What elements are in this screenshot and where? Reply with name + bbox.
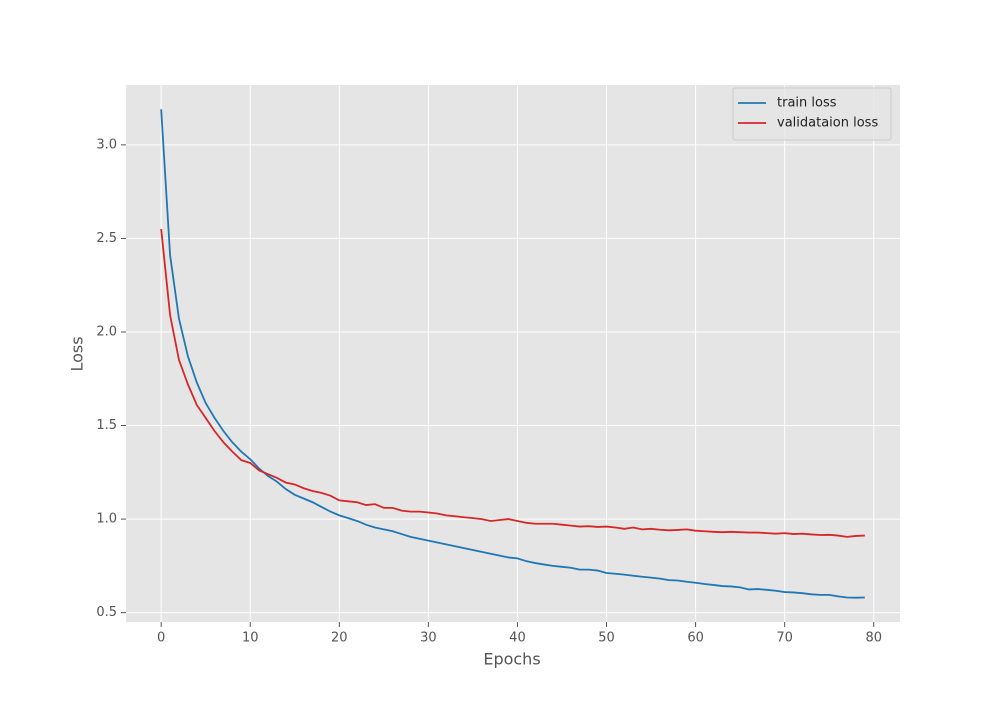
x-axis-label: Epochs [483,650,540,669]
x-tick-label: 60 [687,631,704,646]
y-tick-label: 1.5 [96,418,117,433]
y-axis-label: Loss [68,336,87,371]
x-tick-label: 30 [420,631,437,646]
x-tick-label: 20 [331,631,348,646]
x-tick-label: 10 [242,631,259,646]
x-tick-label: 40 [509,631,526,646]
legend-label: validataion loss [777,116,878,131]
series-line [160,109,865,599]
y-tick-label: 2.0 [96,324,117,339]
plot-area [126,85,900,622]
x-tick-label: 70 [776,631,793,646]
x-tick-label: 50 [598,631,615,646]
y-tick-label: 3.0 [96,137,117,152]
legend-box [732,87,892,141]
x-tick-label: 0 [157,631,165,646]
y-tick-label: 0.5 [96,605,117,620]
legend-label: train loss [777,96,837,111]
y-tick-label: 2.5 [96,231,117,246]
grid: 0 10 20 30 40 50 60 70 80 0.5 1.0 1.5 2.0 2.5 3.0 [96,85,900,646]
legend: train loss validataion loss [732,87,892,141]
series-line [160,228,865,538]
y-tick-label: 1.0 [96,512,117,527]
lines [160,109,865,599]
x-tick-label: 80 [865,631,882,646]
